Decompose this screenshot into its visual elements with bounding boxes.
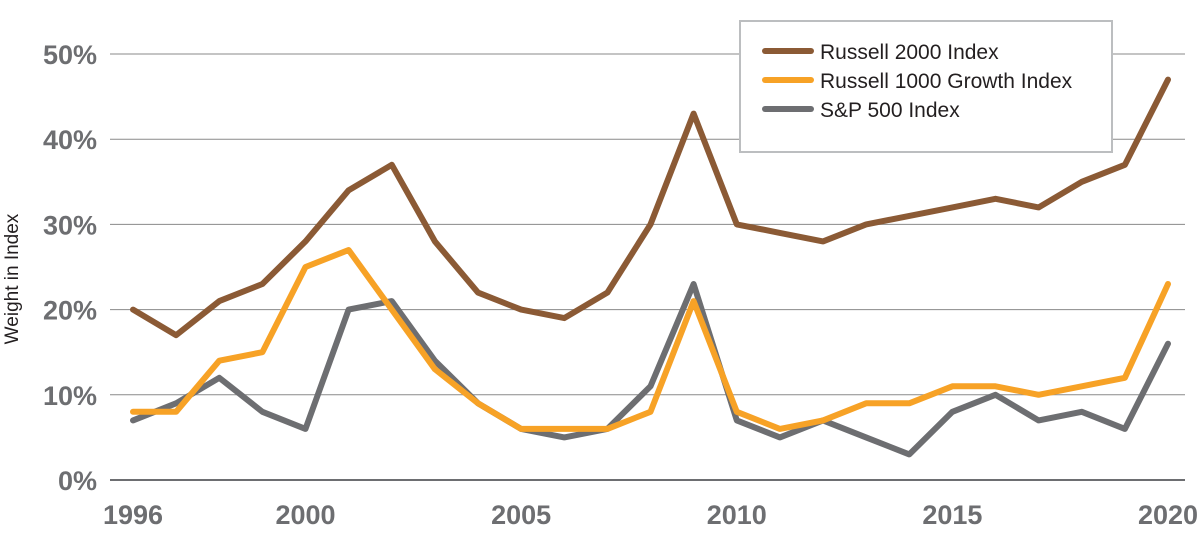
x-tick-labels: 1996 2000 2005 2010 2015 2020 (103, 500, 1198, 530)
y-tick-label-40: 40% (43, 125, 97, 155)
x-tick-label-1996: 1996 (103, 500, 163, 530)
series-lines (130, 76, 1171, 458)
legend-box (739, 20, 1113, 153)
series-line-russell-2000-index (130, 76, 1171, 339)
x-tick-label-2020: 2020 (1138, 500, 1198, 530)
legend-label-1: Russell 1000 Growth Index (820, 70, 1073, 93)
legend-label-0: Russell 2000 Index (820, 41, 999, 64)
series-line-russell-1000-growth-index (130, 247, 1171, 432)
y-axis-title: Weight in Index (2, 213, 23, 344)
legend: Russell 2000 Index Russell 1000 Growth In… (739, 20, 1113, 153)
y-tick-labels: 0% 10% 20% 30% 40% 50% (43, 40, 97, 496)
legend-label-2: S&P 500 Index (820, 99, 960, 122)
x-tick-label-2005: 2005 (491, 500, 551, 530)
y-tick-label-30: 30% (43, 210, 97, 240)
y-tick-label-0: 0% (58, 466, 97, 496)
x-tick-label-2000: 2000 (275, 500, 335, 530)
x-tick-label-2010: 2010 (707, 500, 767, 530)
x-tick-label-2015: 2015 (922, 500, 982, 530)
gridlines (110, 53, 1185, 481)
y-tick-label-20: 20% (43, 296, 97, 326)
y-tick-label-50: 50% (43, 40, 97, 70)
y-tick-label-10: 10% (43, 381, 97, 411)
series-line-s-p-500-index (130, 281, 1171, 458)
